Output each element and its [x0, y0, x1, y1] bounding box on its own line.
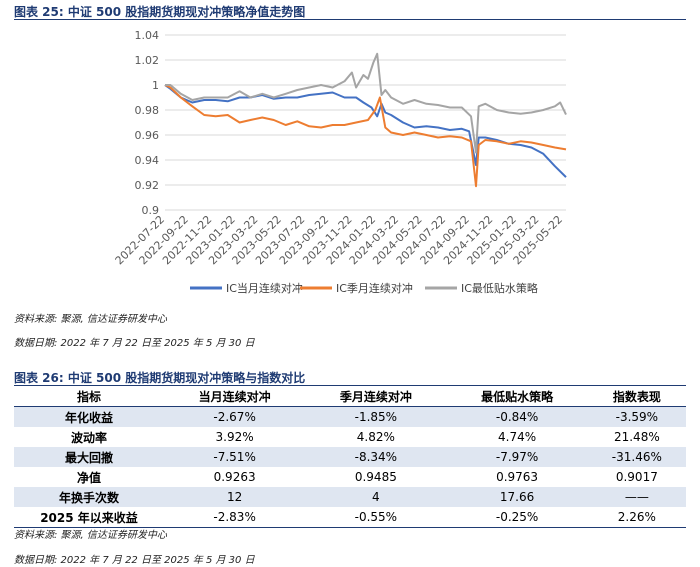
table-header-row: 指标 当月连续对冲 季月连续对冲 最低贴水策略 指数表现 — [14, 386, 686, 407]
series-line-2 — [164, 84, 567, 188]
table-cell: 12 — [164, 487, 306, 507]
table-cell: -2.83% — [164, 507, 306, 528]
table-row-header: 年换手次数 — [14, 487, 164, 507]
y-tick-label: 0.9 — [142, 204, 160, 217]
net-value-line-chart: 0.90.920.940.960.9811.021.042022-07-2220… — [113, 29, 567, 295]
table-header-cell: 指标 — [14, 386, 164, 407]
table-header-cell: 最低贴水策略 — [446, 386, 588, 407]
figure-26-source: 资料来源: 聚源, 信达证券研发中心 — [14, 530, 167, 541]
table-cell: 2.26% — [587, 507, 686, 528]
y-tick-label: 1.02 — [135, 54, 160, 67]
y-tick-label: 0.92 — [135, 179, 160, 192]
table-cell: -2.67% — [164, 406, 306, 427]
table-cell: -0.55% — [305, 507, 447, 528]
strategy-comparison-table: 指标 当月连续对冲 季月连续对冲 最低贴水策略 指数表现 年化收益 -2.67% -1.85… — [14, 386, 686, 528]
table-cell: 17.66 — [446, 487, 588, 507]
legend-label-1: IC当月连续对冲 — [226, 281, 303, 295]
table-cell: 0.9763 — [496, 470, 539, 484]
table-header-cell: 当月连续对冲 — [164, 386, 306, 407]
table-cell: -0.25% — [446, 507, 588, 528]
table-cell: -3.59% — [587, 406, 686, 427]
table-row-header: 2025 年以来收益 — [14, 507, 164, 528]
figure-25-source: 资料来源: 聚源, 信达证券研发中心 — [14, 314, 167, 325]
figure-26-title-rule — [14, 385, 686, 386]
figure-26-date: 数据日期: 2022 年 7 月 22 日至 2025 年 5 月 30 日 — [14, 555, 255, 566]
y-tick-label: 0.96 — [135, 129, 160, 142]
table-row: 波动率 3.92% 4.82% 4.74% 21.48% — [14, 427, 686, 447]
table-row-header: 净值 — [76, 470, 101, 485]
table-cell: -31.46% — [587, 447, 686, 467]
figure-26-title: 图表 26: 中证 500 股指期货期现对冲策略与指数对比 — [14, 371, 306, 385]
table-cell: 0.9485 — [354, 470, 397, 484]
table-header-cell: 季月连续对冲 — [305, 386, 447, 407]
series-line-3 — [165, 52, 567, 154]
y-tick-label: 1.04 — [135, 29, 160, 42]
table-row-header: 波动率 — [70, 430, 107, 445]
y-tick-label: 0.94 — [135, 154, 160, 167]
table-cell: -0.84% — [446, 406, 588, 427]
figure-25-date: 数据日期: 2022 年 7 月 22 日至 2025 年 5 月 30 日 — [14, 338, 255, 349]
figure-25-title-rule — [14, 19, 686, 20]
table-header-cell: 指数表现 — [587, 386, 686, 407]
table-cell: -1.85% — [305, 406, 447, 427]
y-tick-label: 0.98 — [135, 104, 160, 117]
table-cell: 0.9263 — [213, 470, 256, 484]
table-row: 净值 0.9263 0.9485 0.9763 0.9017 — [14, 467, 686, 487]
table-row-header: 最大回撤 — [14, 447, 164, 467]
table-cell: 3.92% — [215, 430, 254, 444]
table-cell: -7.97% — [446, 447, 588, 467]
table-row: 年化收益 -2.67% -1.85% -0.84% -3.59% — [14, 406, 686, 427]
y-tick-label: 1 — [152, 79, 159, 92]
table-cell: -7.51% — [164, 447, 306, 467]
table-cell: 4.74% — [498, 430, 537, 444]
table-row: 最大回撤 -7.51% -8.34% -7.97% -31.46% — [14, 447, 686, 467]
table-cell: -8.34% — [305, 447, 447, 467]
table-cell: 4.82% — [356, 430, 395, 444]
table-row: 2025 年以来收益 -2.83% -0.55% -0.25% 2.26% — [14, 507, 686, 528]
figure-25-title: 图表 25: 中证 500 股指期货期现对冲策略净值走势图 — [14, 5, 306, 19]
legend-label-2: IC季月连续对冲 — [336, 281, 413, 295]
series-line-1 — [164, 84, 567, 178]
table-cell: 4 — [305, 487, 447, 507]
table-body: 年化收益 -2.67% -1.85% -0.84% -3.59% 波动率 3.92% 4.82… — [14, 406, 686, 528]
table-row: 年换手次数 12 4 17.66 —— — [14, 487, 686, 507]
table-row-header: 年化收益 — [14, 406, 164, 427]
table-cell: —— — [587, 487, 686, 507]
table-cell: 21.48% — [613, 430, 660, 444]
legend-label-3: IC最低贴水策略 — [461, 281, 538, 295]
table-cell: 0.9017 — [615, 470, 658, 484]
